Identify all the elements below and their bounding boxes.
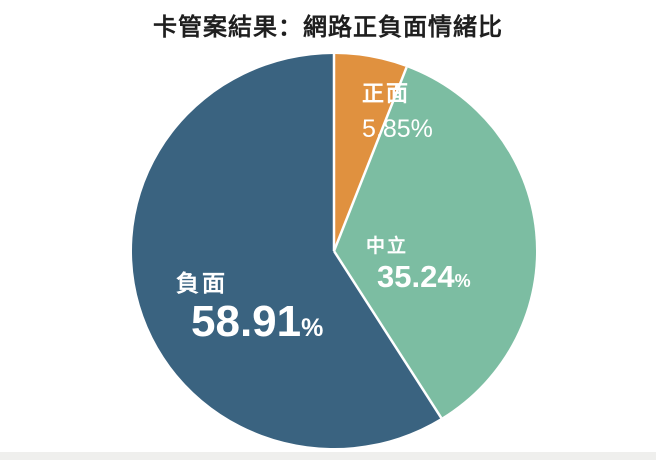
pie-slice-中立: [334, 67, 537, 418]
slice-dividers: [332, 54, 443, 419]
slice-divider: [332, 66, 408, 252]
bottom-edge-strip: [0, 452, 656, 460]
pie-slice-負面: [132, 54, 442, 448]
slice-name-neutral: 中立: [366, 236, 409, 257]
slice-divider: [332, 250, 443, 419]
slice-label-neutral: 中立 35.24%: [366, 237, 471, 293]
percent-sign-negative: %: [301, 314, 324, 343]
slice-value-negative: 58.91%: [191, 297, 324, 347]
slice-name-negative: 負面: [176, 270, 228, 296]
slice-value-neutral: 35.24%: [377, 258, 471, 294]
chart-title: 卡管案結果：網路正負面情緒比: [153, 14, 503, 41]
slice-label-negative: 負面 58.91%: [176, 271, 323, 345]
percent-sign-neutral: %: [454, 270, 471, 291]
slice-name-positive: 正面: [362, 81, 411, 106]
slice-label-positive: 正面 5.85%: [362, 82, 433, 142]
percent-sign-positive: %: [410, 115, 433, 144]
slice-value-positive: 5.85%: [362, 115, 433, 144]
